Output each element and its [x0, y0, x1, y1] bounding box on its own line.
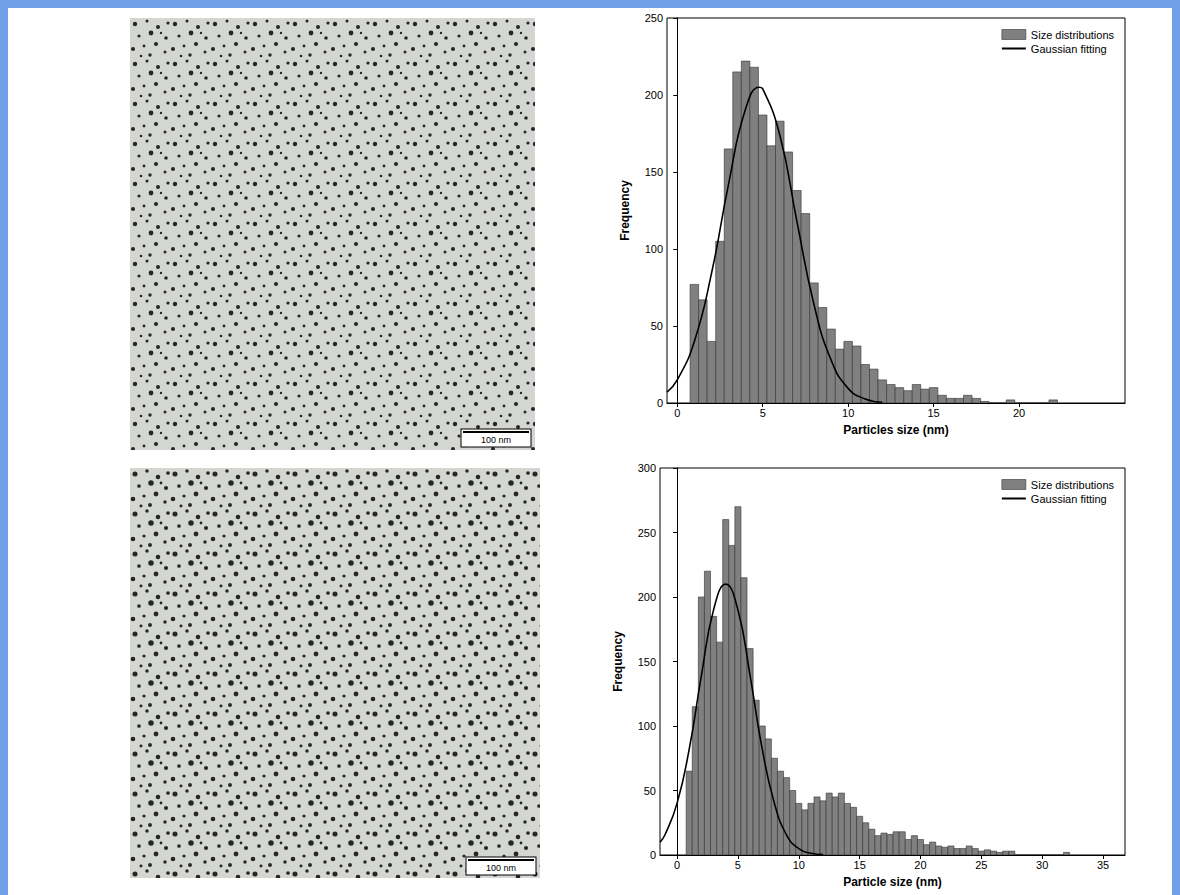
- svg-text:Frequency: Frequency: [618, 180, 632, 241]
- svg-text:15: 15: [854, 859, 866, 871]
- svg-text:10: 10: [842, 407, 854, 419]
- svg-text:100 nm: 100 nm: [481, 435, 511, 445]
- svg-text:5: 5: [735, 859, 741, 871]
- svg-text:0: 0: [674, 859, 680, 871]
- svg-text:0: 0: [657, 397, 663, 409]
- svg-text:100 nm: 100 nm: [486, 863, 516, 873]
- svg-text:15: 15: [927, 407, 939, 419]
- svg-text:100: 100: [638, 720, 656, 732]
- svg-text:200: 200: [645, 89, 663, 101]
- svg-text:50: 50: [651, 320, 663, 332]
- svg-text:Frequency: Frequency: [611, 631, 625, 692]
- svg-text:0: 0: [650, 849, 656, 861]
- svg-text:250: 250: [638, 527, 656, 539]
- svg-text:150: 150: [638, 656, 656, 668]
- svg-text:10: 10: [793, 859, 805, 871]
- svg-text:150: 150: [645, 166, 663, 178]
- svg-text:20: 20: [914, 859, 926, 871]
- svg-text:100: 100: [645, 243, 663, 255]
- svg-text:Gaussian fitting: Gaussian fitting: [1031, 43, 1107, 55]
- svg-text:50: 50: [644, 785, 656, 797]
- svg-text:0: 0: [674, 407, 680, 419]
- svg-text:Particle size (nm): Particle size (nm): [843, 875, 942, 889]
- svg-text:20: 20: [1013, 407, 1025, 419]
- svg-text:25: 25: [975, 859, 987, 871]
- svg-text:300: 300: [638, 462, 656, 474]
- svg-text:Size distributions: Size distributions: [1031, 29, 1115, 41]
- svg-text:200: 200: [638, 591, 656, 603]
- svg-text:35: 35: [1097, 859, 1109, 871]
- svg-text:Size distributions: Size distributions: [1031, 479, 1115, 491]
- svg-text:250: 250: [645, 12, 663, 24]
- svg-text:30: 30: [1036, 859, 1048, 871]
- svg-text:Gaussian fitting: Gaussian fitting: [1031, 493, 1107, 505]
- svg-text:Particles size (nm): Particles size (nm): [843, 423, 948, 437]
- svg-text:5: 5: [760, 407, 766, 419]
